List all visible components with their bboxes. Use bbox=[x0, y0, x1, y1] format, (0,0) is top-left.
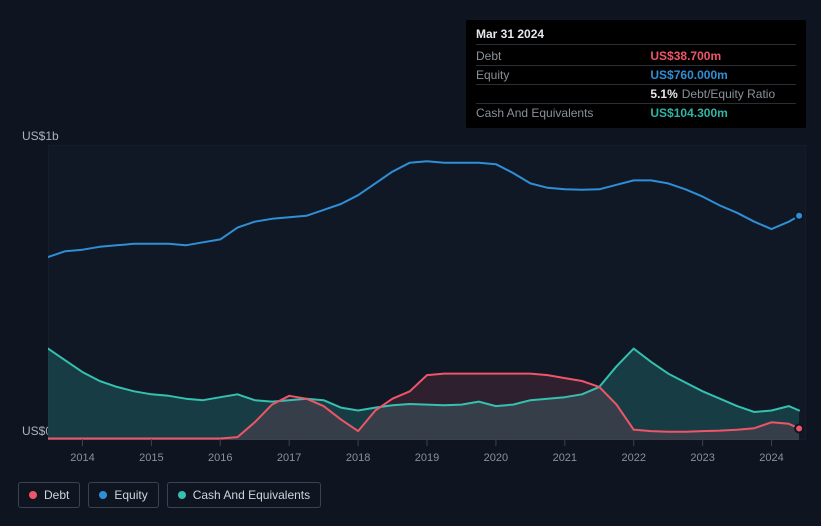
x-axis-tick: 2014 bbox=[70, 452, 94, 464]
x-axis-tick: 2024 bbox=[759, 452, 783, 464]
legend-label: Cash And Equivalents bbox=[193, 488, 310, 502]
x-axis-tick: 2016 bbox=[208, 452, 232, 464]
hover-tooltip: Mar 31 2024 DebtUS$38.700mEquityUS$760.0… bbox=[466, 20, 806, 128]
tooltip-row-label: Equity bbox=[476, 66, 650, 85]
x-axis-tick: 2015 bbox=[139, 452, 163, 464]
legend-item[interactable]: Equity bbox=[88, 482, 158, 508]
chart-plot-area[interactable] bbox=[48, 145, 806, 440]
x-axis-tick: 2021 bbox=[553, 452, 577, 464]
x-axis-tick: 2023 bbox=[690, 452, 714, 464]
tooltip-row-value: US$104.300m bbox=[650, 104, 796, 123]
legend-label: Debt bbox=[44, 488, 69, 502]
tooltip-row: Cash And EquivalentsUS$104.300m bbox=[476, 104, 796, 123]
legend-item[interactable]: Cash And Equivalents bbox=[167, 482, 321, 508]
legend-color-dot bbox=[29, 491, 37, 499]
legend-color-dot bbox=[178, 491, 186, 499]
chart-frame: Mar 31 2024 DebtUS$38.700mEquityUS$760.0… bbox=[0, 0, 821, 526]
x-axis-tick: 2022 bbox=[621, 452, 645, 464]
tooltip-row-label: Cash And Equivalents bbox=[476, 104, 650, 123]
x-axis-tick: 2017 bbox=[277, 452, 301, 464]
tooltip-row-label: Debt bbox=[476, 47, 650, 66]
x-axis-tick: 2019 bbox=[415, 452, 439, 464]
legend-color-dot bbox=[99, 491, 107, 499]
tooltip-row-value: US$38.700m bbox=[650, 47, 796, 66]
y-axis-label-max: US$1b bbox=[22, 129, 59, 143]
tooltip-row-value: US$760.000m bbox=[650, 66, 796, 85]
legend-item[interactable]: Debt bbox=[18, 482, 80, 508]
legend-label: Equity bbox=[114, 488, 147, 502]
tooltip-row: EquityUS$760.000m bbox=[476, 66, 796, 85]
tooltip-row-value: 5.1%Debt/Equity Ratio bbox=[650, 85, 796, 104]
tooltip-row-sublabel: Debt/Equity Ratio bbox=[682, 87, 775, 101]
legend: Debt Equity Cash And Equivalents bbox=[18, 482, 321, 508]
tooltip-row: 5.1%Debt/Equity Ratio bbox=[476, 85, 796, 104]
x-axis-tick: 2018 bbox=[346, 452, 370, 464]
tooltip-table: DebtUS$38.700mEquityUS$760.000m5.1%Debt/… bbox=[476, 47, 796, 122]
chart-svg bbox=[48, 145, 806, 440]
tooltip-row: DebtUS$38.700m bbox=[476, 47, 796, 66]
x-axis-tick: 2020 bbox=[484, 452, 508, 464]
tooltip-row-label bbox=[476, 85, 650, 104]
tooltip-date: Mar 31 2024 bbox=[476, 26, 796, 45]
